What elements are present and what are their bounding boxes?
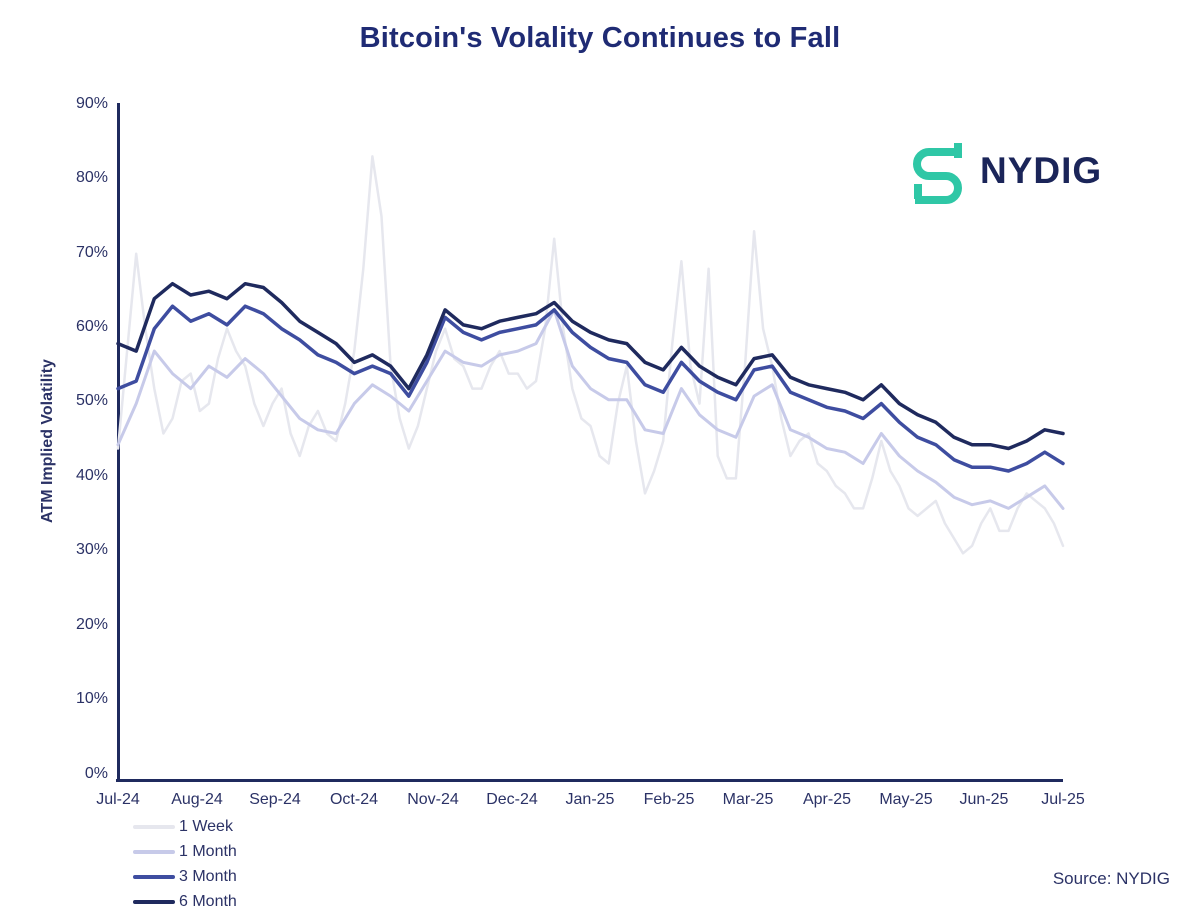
x-tick-label: Apr-25 — [802, 791, 852, 808]
x-tick-label: Sep-24 — [249, 791, 301, 808]
x-tick-label: Dec-24 — [486, 791, 538, 808]
y-tick-label: 0% — [84, 765, 108, 782]
x-tick-label: Aug-24 — [171, 791, 223, 808]
chart-legend: 1 Week 1 Month 3 Month 6 Month — [133, 814, 237, 914]
y-tick-label: 30% — [75, 541, 108, 558]
source-note: Source: NYDIG — [1052, 869, 1170, 888]
x-tick-label: Jan-25 — [565, 791, 615, 808]
legend-swatch-1-month — [133, 849, 175, 854]
nydig-logo-text: NYDIG — [980, 150, 1103, 191]
nydig-logo: NYDIG — [903, 136, 1102, 206]
series-line-6-month — [116, 281, 1065, 451]
series-line-1-month — [116, 308, 1065, 510]
legend-swatch-1-week — [133, 824, 175, 829]
y-tick-label: 60% — [75, 318, 108, 335]
legend-label: 3 Month — [179, 867, 237, 885]
volatility-line-chart — [116, 155, 1065, 555]
x-tick-label: May-25 — [879, 791, 933, 808]
plot-area — [116, 104, 1065, 778]
legend-label: 1 Month — [179, 842, 237, 860]
x-tick-label: Jun-25 — [959, 791, 1009, 808]
series-line-1-week — [116, 155, 1065, 555]
series-line-3-month — [116, 304, 1065, 473]
x-tick-label: Jul-24 — [96, 791, 140, 808]
nydig-dollar-icon — [913, 143, 962, 204]
y-tick-label: 10% — [75, 690, 108, 707]
x-tick-label: Feb-25 — [643, 791, 695, 808]
legend-swatch-6-month — [133, 899, 175, 904]
legend-label: 1 Week — [179, 817, 233, 835]
legend-label: 6 Month — [179, 892, 237, 910]
x-tick-label: Nov-24 — [407, 791, 459, 808]
legend-swatch-3-month — [133, 874, 175, 879]
legend-item-1-month: 1 Month — [133, 839, 237, 864]
y-axis-title: ATM Implied Volatility — [39, 359, 56, 523]
y-tick-label: 40% — [75, 467, 108, 484]
legend-item-6-month: 6 Month — [133, 889, 237, 914]
x-tick-label: Jul-25 — [1041, 791, 1085, 808]
x-tick-label: Oct-24 — [329, 791, 378, 808]
y-tick-label: 80% — [75, 169, 108, 186]
y-tick-label: 70% — [75, 244, 108, 261]
chart-title: Bitcoin's Volality Continues to Fall — [359, 22, 841, 54]
y-tick-label: 50% — [75, 392, 108, 409]
x-tick-label: Mar-25 — [722, 791, 774, 808]
y-tick-label: 20% — [75, 616, 108, 633]
legend-item-1-week: 1 Week — [133, 814, 237, 839]
y-tick-label: 90% — [75, 95, 108, 112]
x-axis-line — [116, 779, 1063, 782]
legend-item-3-month: 3 Month — [133, 864, 237, 889]
